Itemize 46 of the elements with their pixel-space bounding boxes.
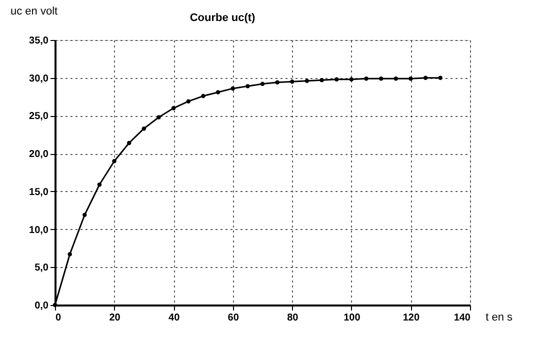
point xyxy=(112,159,116,164)
point xyxy=(275,80,280,85)
point xyxy=(290,80,294,84)
point xyxy=(142,126,146,131)
point xyxy=(97,182,102,187)
point xyxy=(378,76,384,81)
point xyxy=(394,76,398,81)
point xyxy=(82,212,87,218)
point xyxy=(320,78,324,82)
x-tick-label: 120 xyxy=(402,312,420,324)
point xyxy=(216,90,220,94)
x-tick-label: 60 xyxy=(228,312,240,324)
x-tick-label: 0 xyxy=(56,312,62,324)
point xyxy=(246,84,250,88)
point xyxy=(408,76,413,81)
y-tick-label: 25,0 xyxy=(29,111,49,122)
point xyxy=(423,76,428,80)
point xyxy=(230,86,235,91)
point xyxy=(349,77,354,82)
point xyxy=(260,82,265,86)
y-tick-label: 0,0 xyxy=(34,300,49,312)
point xyxy=(334,77,339,82)
y-tick-label: 35,0 xyxy=(29,36,49,46)
point xyxy=(438,76,442,80)
x-tick-label: 140 xyxy=(454,312,471,324)
x-tick-label: 20 xyxy=(109,312,121,324)
y-tick-label: 30,0 xyxy=(29,73,49,84)
point xyxy=(156,115,161,120)
point xyxy=(364,76,368,81)
point xyxy=(186,99,191,104)
x-tick-label: 100 xyxy=(344,312,361,324)
y-tick-label: 15,0 xyxy=(29,186,49,198)
y-axis-title: uc en volt xyxy=(10,6,58,18)
y-tick-label: 20,0 xyxy=(29,149,49,160)
point xyxy=(304,78,310,84)
x-axis-title: t en s xyxy=(486,312,513,324)
point xyxy=(126,140,132,146)
point xyxy=(68,252,72,256)
point xyxy=(171,106,176,110)
x-tick-label: 40 xyxy=(168,312,180,324)
point xyxy=(52,302,58,308)
point xyxy=(201,94,206,98)
y-tick-label: 5,0 xyxy=(34,262,49,274)
chart-title: Courbe uc(t) xyxy=(190,12,256,24)
x-tick-label: 80 xyxy=(287,312,299,324)
y-tick-label: 10,0 xyxy=(29,224,49,236)
